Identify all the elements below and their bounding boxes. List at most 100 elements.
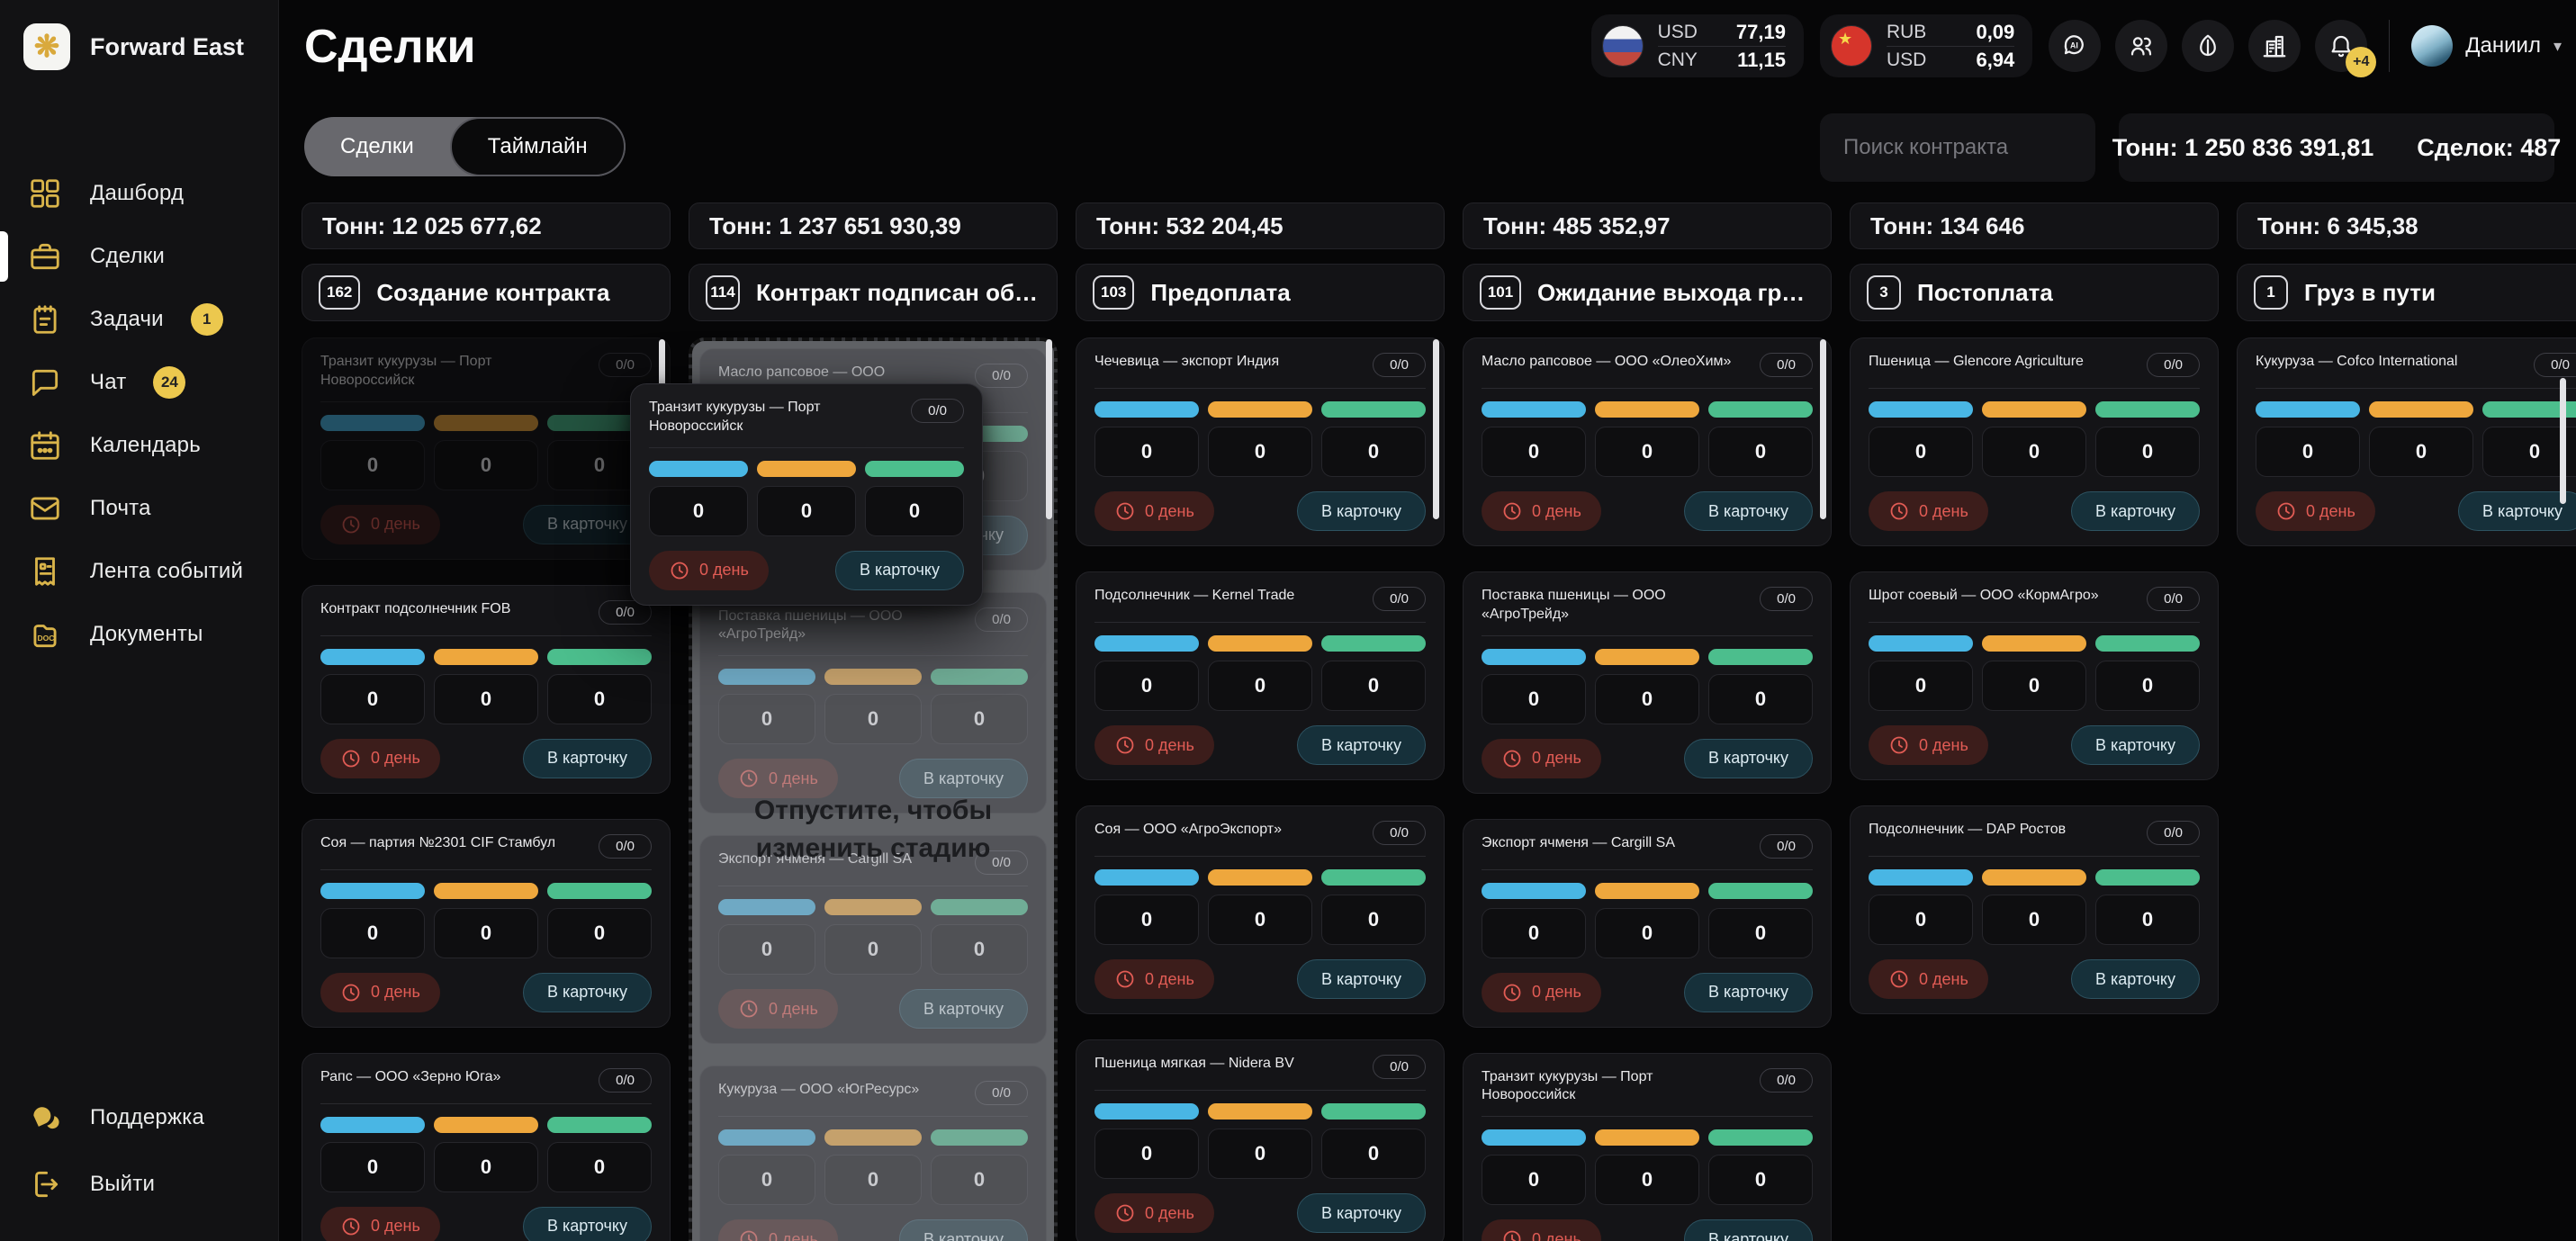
deal-card[interactable]: Шрот соевый — ООО «КормАгро» 0/0 0 0 0 0 день… [1850,571,2219,780]
sidebar-item-label: Сделки [90,244,165,268]
deal-card[interactable]: Поставка пшеницы — ООО «АгроТрейд» 0/0 0 0 0… [1463,571,1832,794]
bell-button[interactable]: +4 [2315,20,2377,77]
currency-code: CNY [1657,49,1698,70]
sidebar-item-documents[interactable]: DOC Документы [0,603,278,666]
open-card-button[interactable]: В карточку [898,759,1028,799]
progress-bar-blue [1482,1129,1586,1147]
open-card-button[interactable]: В карточку [2070,959,2200,999]
deal-card[interactable]: Кукуруза — Cofco International 0/0 0 0 0 0 де… [2237,337,2576,546]
days-badge[interactable]: 0 день [320,972,440,1012]
sidebar-item-calendar[interactable]: Календарь [0,414,278,477]
sidebar-item-support[interactable]: Поддержка [0,1084,278,1151]
sidebar-item-tasks[interactable]: Задачи 1 [0,288,278,351]
users-button[interactable] [2115,20,2168,72]
deal-card[interactable]: Кукуруза — ООО «ЮгРесурс» 0/0 0 0 0 0 день В к… [699,1066,1047,1241]
deal-card[interactable]: Экспорт ячменя — Cargill SA 0/0 0 0 0 0 день В… [699,835,1047,1045]
days-badge[interactable]: 0 день [1869,959,1988,999]
user-menu[interactable]: Даниил ▾ [2411,25,2562,67]
wheat-button[interactable] [2182,20,2235,72]
days-badge[interactable]: 0 день [718,759,838,799]
open-card-button[interactable]: В карточку [834,550,964,590]
open-card-button[interactable]: В карточку [1296,959,1426,999]
deal-card[interactable]: Поставка пшеницы — ООО «АгроТрейд» 0/0 0 0 0… [699,591,1047,814]
days-badge[interactable]: 0 день [2256,491,2375,531]
column-scrollbar[interactable] [2560,378,2566,504]
tab-deals[interactable]: Сделки [340,134,414,158]
open-card-button[interactable]: В карточку [898,989,1028,1030]
column-scrollbar[interactable] [1820,339,1826,519]
deal-title: Транзит кукурузы — Порт Новороссийск [320,354,492,388]
open-card-button[interactable]: В карточку [2457,491,2576,531]
clock-icon [1501,748,1523,769]
tab-timeline[interactable]: Таймлайн [449,117,626,176]
open-card-button[interactable]: В карточку [1296,725,1426,765]
days-badge[interactable]: 0 день [1094,1193,1214,1233]
open-card-button[interactable]: В карточку [522,738,652,778]
deal-card[interactable]: Транзит кукурузы — Порт Новороссийск 0/0 0… [302,337,671,560]
sidebar-item-dashboard[interactable]: Дашборд [0,162,278,225]
days-badge[interactable]: 0 день [649,550,769,590]
open-card-button[interactable]: В карточку [1683,972,1813,1012]
open-card-button[interactable]: В карточку [1683,491,1813,531]
sidebar-item-mail[interactable]: Почта [0,477,278,540]
ai-button[interactable]: AI [2049,20,2102,72]
days-badge[interactable]: 0 день [320,1206,440,1241]
open-card-button[interactable]: В карточку [2070,725,2200,765]
deal-card[interactable]: Контракт подсолнечник FOB 0/0 0 0 0 0 день В к… [302,584,671,794]
search-input[interactable] [1820,113,2095,182]
column-scrollbar[interactable] [1433,339,1439,519]
progress-bar-amber [434,648,538,665]
days-badge[interactable]: 0 день [320,738,440,778]
deal-card[interactable]: Рапс — ООО «Зерно Юга» 0/0 0 0 0 0 день В карт… [302,1052,671,1241]
deal-card[interactable]: Пшеница мягкая — Nidera BV 0/0 0 0 0 0 день В … [1076,1039,1445,1241]
card-divider [1869,856,2200,857]
days-badge[interactable]: 0 день [718,1219,838,1241]
deal-card[interactable]: Чечевица — экспорт Индия 0/0 0 0 0 0 день В ка… [1076,337,1445,546]
sidebar-item-feed[interactable]: Лента событий [0,540,278,603]
logo[interactable]: ❋ Forward East [0,0,278,70]
open-card-button[interactable]: В карточку [1683,738,1813,778]
days-badge[interactable]: 0 день [320,504,440,544]
days-badge[interactable]: 0 день [1482,972,1601,1012]
progress-bar-blue [718,1129,815,1147]
days-badge[interactable]: 0 день [1869,491,1988,531]
open-card-button[interactable]: В карточку [898,1219,1028,1241]
days-badge[interactable]: 0 день [1869,725,1988,765]
open-card-button[interactable]: В карточку [1683,1219,1813,1241]
days-badge[interactable]: 0 день [1482,1219,1601,1241]
open-card-button[interactable]: В карточку [522,1206,652,1241]
sidebar: ❋ Forward East Дашборд Сделки Задачи 1 Чат 24… [0,0,279,1241]
deal-card[interactable]: Подсолнечник — Kernel Trade 0/0 0 0 0 0 день В… [1076,571,1445,780]
building-button[interactable] [2248,20,2301,72]
sidebar-item-logout[interactable]: Выйти [0,1151,278,1218]
sidebar-item-deals[interactable]: Сделки [0,225,278,288]
open-card-button[interactable]: В карточку [2070,491,2200,531]
days-badge[interactable]: 0 день [1482,491,1601,531]
deal-title: Кукуруза — ООО «ЮгРесурс» [718,1082,920,1098]
deal-card[interactable]: Пшеница — Glencore Agriculture 0/0 0 0 0 0 де… [1850,337,2219,546]
days-badge[interactable]: 0 день [1482,738,1601,778]
days-label: 0 день [371,1217,420,1236]
days-badge[interactable]: 0 день [1094,725,1214,765]
open-card-button[interactable]: В карточку [1296,1193,1426,1233]
deal-card[interactable]: Подсолнечник — DAP Ростов 0/0 0 0 0 0 день В к… [1850,805,2219,1014]
days-badge[interactable]: 0 день [1094,959,1214,999]
open-card-button[interactable]: В карточку [1296,491,1426,531]
metric-value: 0 [1482,427,1586,477]
dragged-deal-card[interactable]: Транзит кукурузы — Порт Новороссийск 0/0 0… [630,383,983,606]
deal-card[interactable]: Экспорт ячменя — Cargill SA 0/0 0 0 0 0 день В… [1463,818,1832,1028]
days-badge[interactable]: 0 день [1094,491,1214,531]
open-card-button[interactable]: В карточку [522,972,652,1012]
days-badge[interactable]: 0 день [718,989,838,1030]
deal-card[interactable]: Соя — партия №2301 CIF Стамбул 0/0 0 0 0 0 де… [302,818,671,1028]
progress-bar-amber [1982,635,2086,652]
clock-icon [2275,500,2297,522]
deal-card[interactable]: Транзит кукурузы — Порт Новороссийск 0/0 0… [1463,1052,1832,1241]
sidebar-item-chat[interactable]: Чат 24 [0,351,278,414]
deal-card[interactable]: Соя — ООО «АгроЭкспорт» 0/0 0 0 0 0 день В кар… [1076,805,1445,1014]
card-divider [718,655,1028,657]
column-scrollbar[interactable] [1046,339,1052,519]
